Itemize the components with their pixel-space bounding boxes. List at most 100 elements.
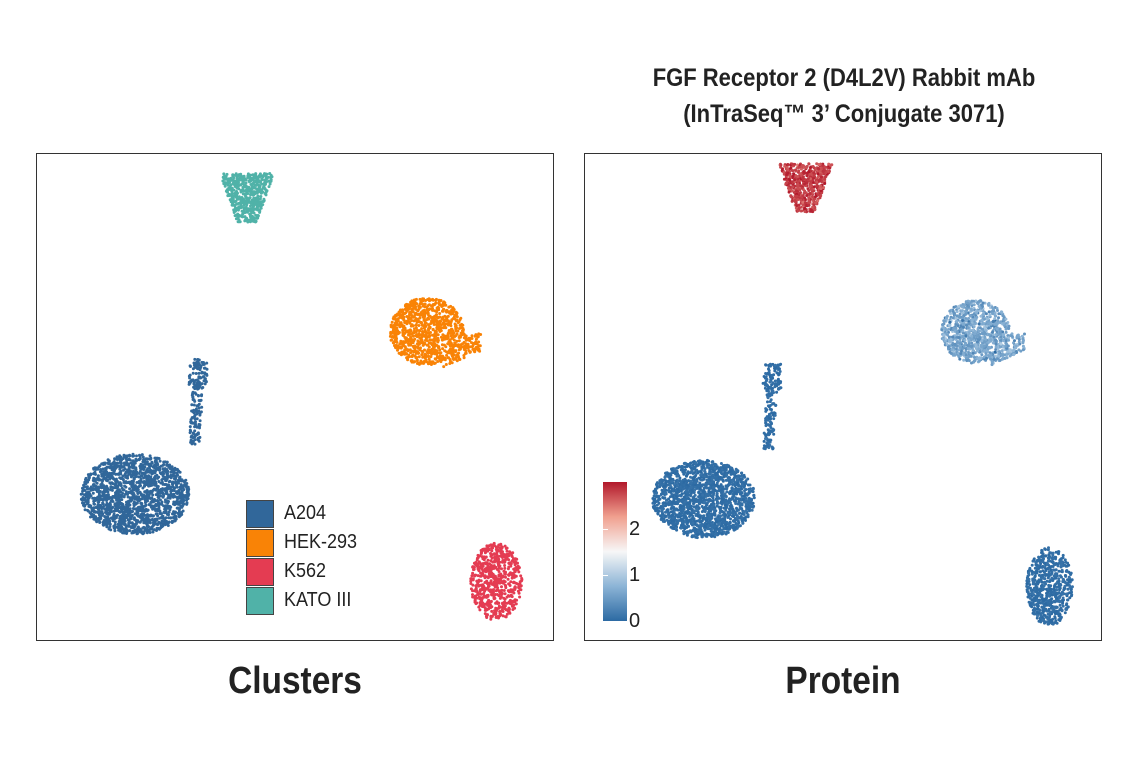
- scatter-point: [105, 521, 108, 525]
- scatter-point: [441, 333, 445, 337]
- scatter-point: [446, 356, 450, 360]
- scatter-point: [146, 521, 150, 525]
- scatter-point: [480, 598, 484, 602]
- scatter-point: [149, 470, 152, 474]
- scatter-point: [398, 325, 402, 329]
- scatter-point: [151, 480, 155, 484]
- scatter-point: [120, 498, 124, 502]
- scatter-point: [1008, 354, 1012, 358]
- scatter-point: [441, 354, 445, 358]
- scatter-point: [1004, 330, 1008, 334]
- scatter-point: [418, 320, 421, 324]
- scatter-point: [203, 366, 207, 370]
- scatter-point: [141, 455, 145, 459]
- scatter-point: [169, 489, 173, 493]
- scatter-point: [107, 527, 111, 531]
- scatter-point: [808, 191, 812, 195]
- scatter-point: [490, 571, 494, 575]
- scatter-point: [493, 610, 497, 614]
- scatter-point: [494, 577, 498, 580]
- scatter-point: [103, 519, 107, 522]
- scatter-point: [156, 476, 159, 480]
- scatter-point: [817, 162, 821, 166]
- scatter-point: [498, 564, 502, 568]
- scatter-point: [816, 175, 820, 179]
- scatter-point: [166, 483, 170, 487]
- scatter-point: [120, 515, 124, 519]
- scatter-point: [151, 507, 155, 511]
- scatter-point: [128, 487, 132, 491]
- scatter-point: [801, 194, 805, 198]
- scatter-point: [110, 517, 114, 521]
- scatter-point: [408, 355, 411, 359]
- scatter-point: [113, 523, 117, 526]
- cluster-kato-iii-points: [221, 172, 274, 224]
- scatter-point: [510, 555, 514, 558]
- scatter-point: [137, 475, 141, 479]
- scatter-point: [193, 429, 197, 433]
- scatter-point: [493, 582, 497, 586]
- scatter-point: [161, 487, 165, 491]
- scatter-point: [186, 489, 189, 492]
- scatter-point: [195, 378, 199, 382]
- scatter-point: [161, 524, 165, 528]
- scatter-point: [994, 348, 998, 351]
- scatter-point: [249, 216, 253, 220]
- scatter-point: [967, 355, 971, 359]
- scatter-point: [258, 174, 262, 178]
- scatter-point: [500, 585, 503, 589]
- scatter-point: [105, 498, 109, 502]
- scatter-point: [434, 357, 438, 361]
- scatter-point: [809, 166, 812, 169]
- scatter-point: [239, 199, 243, 203]
- scatter-point: [811, 195, 814, 199]
- scatter-point: [418, 297, 422, 301]
- scatter-point: [410, 323, 414, 327]
- scatter-point: [436, 346, 440, 349]
- scatter-point: [816, 184, 820, 188]
- scatter-point: [140, 508, 144, 512]
- scatter-point: [451, 356, 455, 360]
- scatter-point: [420, 353, 424, 357]
- scatter-point: [497, 557, 501, 561]
- scatter-point: [181, 496, 185, 500]
- scatter-point: [165, 472, 169, 476]
- scatter-point: [448, 349, 452, 353]
- scatter-point: [433, 332, 437, 336]
- scatter-point: [108, 508, 112, 512]
- scatter-point: [444, 345, 448, 349]
- scatter-point: [490, 553, 494, 557]
- scatter-point: [502, 589, 506, 592]
- scatter-point: [176, 480, 179, 484]
- scatter-point: [393, 324, 397, 328]
- scatter-point: [433, 319, 437, 322]
- scatter-point: [823, 165, 827, 169]
- scatter-point: [453, 350, 457, 354]
- scatter-point: [192, 432, 196, 436]
- scatter-point: [475, 596, 479, 600]
- scatter-point: [108, 474, 112, 478]
- scatter-point: [482, 569, 486, 573]
- scatter-point: [106, 519, 110, 523]
- scatter-point: [949, 312, 953, 315]
- scatter-point: [470, 341, 473, 345]
- scatter-point: [92, 472, 95, 476]
- scatter-point: [202, 379, 206, 383]
- scatter-point: [497, 601, 501, 605]
- scatter-point: [986, 317, 990, 321]
- scatter-point: [117, 526, 121, 530]
- scatter-point: [264, 172, 268, 176]
- scatter-point: [440, 358, 444, 362]
- scatter-point: [972, 312, 976, 316]
- scatter-point: [508, 561, 512, 565]
- scatter-point: [130, 510, 134, 514]
- scatter-point: [111, 482, 115, 486]
- scatter-point: [121, 457, 125, 461]
- scatter-point: [116, 456, 120, 460]
- scatter-point: [819, 187, 823, 191]
- scatter-point: [442, 318, 446, 322]
- scatter-point: [444, 309, 448, 313]
- scatter-point: [793, 162, 797, 166]
- scatter-point: [143, 474, 147, 477]
- scatter-point: [203, 382, 207, 386]
